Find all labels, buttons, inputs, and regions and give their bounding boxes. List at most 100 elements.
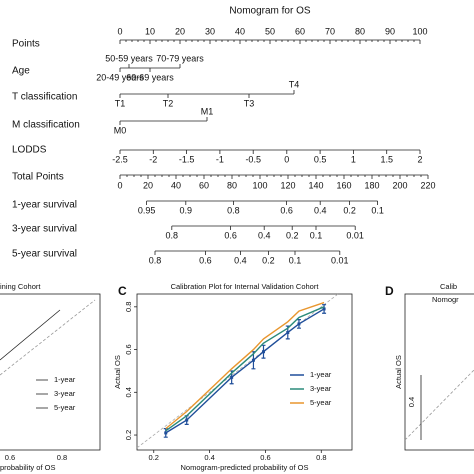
level-label: 2 — [417, 154, 422, 164]
point — [251, 358, 255, 362]
level-label: M0 — [114, 125, 127, 135]
tick-label: 50 — [265, 26, 275, 36]
reference-diagonal — [136, 293, 339, 449]
tick-label: 60 — [199, 180, 209, 190]
tick-label: 0 — [117, 180, 122, 190]
row-label: 1-year survival — [12, 200, 77, 211]
level-label: 0 — [284, 154, 289, 164]
level-label: T4 — [289, 79, 300, 89]
tick-label: 140 — [308, 180, 323, 190]
panel-b-line — [0, 309, 61, 361]
level-label: 0.01 — [331, 255, 349, 265]
level-label: 1.5 — [380, 154, 393, 164]
x-axis-label: Nomogram-predicted probability of OS — [181, 463, 309, 472]
level-label: T2 — [163, 98, 174, 108]
level-label: 0.2 — [343, 205, 356, 215]
panel-b-title: ining Cohort — [0, 282, 41, 291]
level-label: 0.9 — [180, 205, 193, 215]
row-label: Age — [12, 66, 30, 77]
panel-b-frame — [0, 293, 101, 451]
panel-d-x-label: Nomogr — [432, 295, 459, 304]
level-label: T3 — [244, 98, 255, 108]
point — [164, 431, 168, 435]
level-label: 0.1 — [310, 230, 323, 240]
tick-label: 0 — [117, 26, 122, 36]
panel-b-diagonal — [0, 299, 96, 376]
panel-d-y-label: Actual OS — [394, 355, 403, 389]
tick-label: 20 — [175, 26, 185, 36]
panel-d-title: Calib — [440, 282, 457, 291]
level-label: 0.01 — [346, 230, 364, 240]
legend-label: 1-year — [54, 375, 76, 384]
series-line — [165, 306, 325, 432]
legend-label: 3-year — [54, 389, 76, 398]
tick-label: 40 — [235, 26, 245, 36]
plot-frame — [136, 293, 353, 451]
x-tick-label: 0.8 — [316, 453, 326, 462]
level-label: 0.1 — [371, 205, 384, 215]
tick-label: 160 — [336, 180, 351, 190]
tick-label: 80 — [355, 26, 365, 36]
tick-label: 90 — [385, 26, 395, 36]
level-label: 0.4 — [258, 230, 271, 240]
level-label: 0.1 — [289, 255, 302, 265]
series-line — [165, 301, 325, 430]
row-label: M classification — [12, 120, 80, 131]
tick-label: 120 — [280, 180, 295, 190]
level-label: 20-49 years — [96, 72, 144, 82]
level-label: 0.5 — [314, 154, 327, 164]
level-label: 0.2 — [286, 230, 299, 240]
level-label: 0.8 — [227, 205, 240, 215]
tick-label: 40 — [171, 180, 181, 190]
row-label: 5-year survival — [12, 249, 77, 260]
tick-label: 220 — [420, 180, 435, 190]
panel-b-tick: 0.6 — [5, 453, 15, 462]
x-tick-label: 0.4 — [204, 453, 214, 462]
point — [322, 307, 326, 311]
tick-label: 100 — [412, 26, 427, 36]
y-tick-label: 0.6 — [124, 344, 133, 354]
x-tick-label: 0.2 — [149, 453, 159, 462]
level-label: 0.95 — [138, 205, 156, 215]
nomogram-title: Nomogram for OS — [229, 6, 310, 17]
tick-label: 10 — [145, 26, 155, 36]
level-label: 0.6 — [199, 255, 212, 265]
point — [185, 418, 189, 422]
tick-label: 180 — [364, 180, 379, 190]
series-line — [165, 308, 325, 434]
level-label: T1 — [115, 98, 126, 108]
level-label: 0.6 — [280, 205, 293, 215]
level-label: 0.4 — [314, 205, 327, 215]
row-label: Total Points — [12, 172, 64, 183]
level-label: 0.6 — [224, 230, 237, 240]
point — [261, 350, 265, 354]
level-label: -1 — [216, 154, 224, 164]
tick-label: 30 — [205, 26, 215, 36]
level-label: 0.8 — [166, 230, 179, 240]
tick-label: 20 — [143, 180, 153, 190]
y-tick-label: 0.2 — [124, 430, 133, 440]
x-tick-label: 0.6 — [260, 453, 270, 462]
level-label: -2.5 — [112, 154, 128, 164]
row-label: Points — [12, 39, 40, 50]
panel-label: C — [118, 284, 127, 298]
legend-label: 5-year — [54, 403, 76, 412]
tick-label: 60 — [295, 26, 305, 36]
level-label: M1 — [201, 106, 214, 116]
legend-label: 3-year — [310, 384, 332, 393]
point — [230, 375, 234, 379]
level-label: 0.2 — [262, 255, 275, 265]
panel-d-diagonal — [404, 369, 474, 441]
panel-b-x-label: probability of OS — [0, 463, 55, 472]
level-label: -1.5 — [179, 154, 195, 164]
level-label: 0.8 — [149, 255, 162, 265]
row-label: 3-year survival — [12, 224, 77, 235]
chart-title: Calibration Plot for Internal Validation… — [171, 282, 320, 291]
panel-d-label: D — [385, 284, 394, 298]
panel-d-tick: 0.4 — [407, 397, 416, 407]
y-tick-label: 0.4 — [124, 387, 133, 397]
legend-label: 5-year — [310, 398, 332, 407]
level-label: 1 — [351, 154, 356, 164]
y-tick-label: 0.8 — [124, 302, 133, 312]
